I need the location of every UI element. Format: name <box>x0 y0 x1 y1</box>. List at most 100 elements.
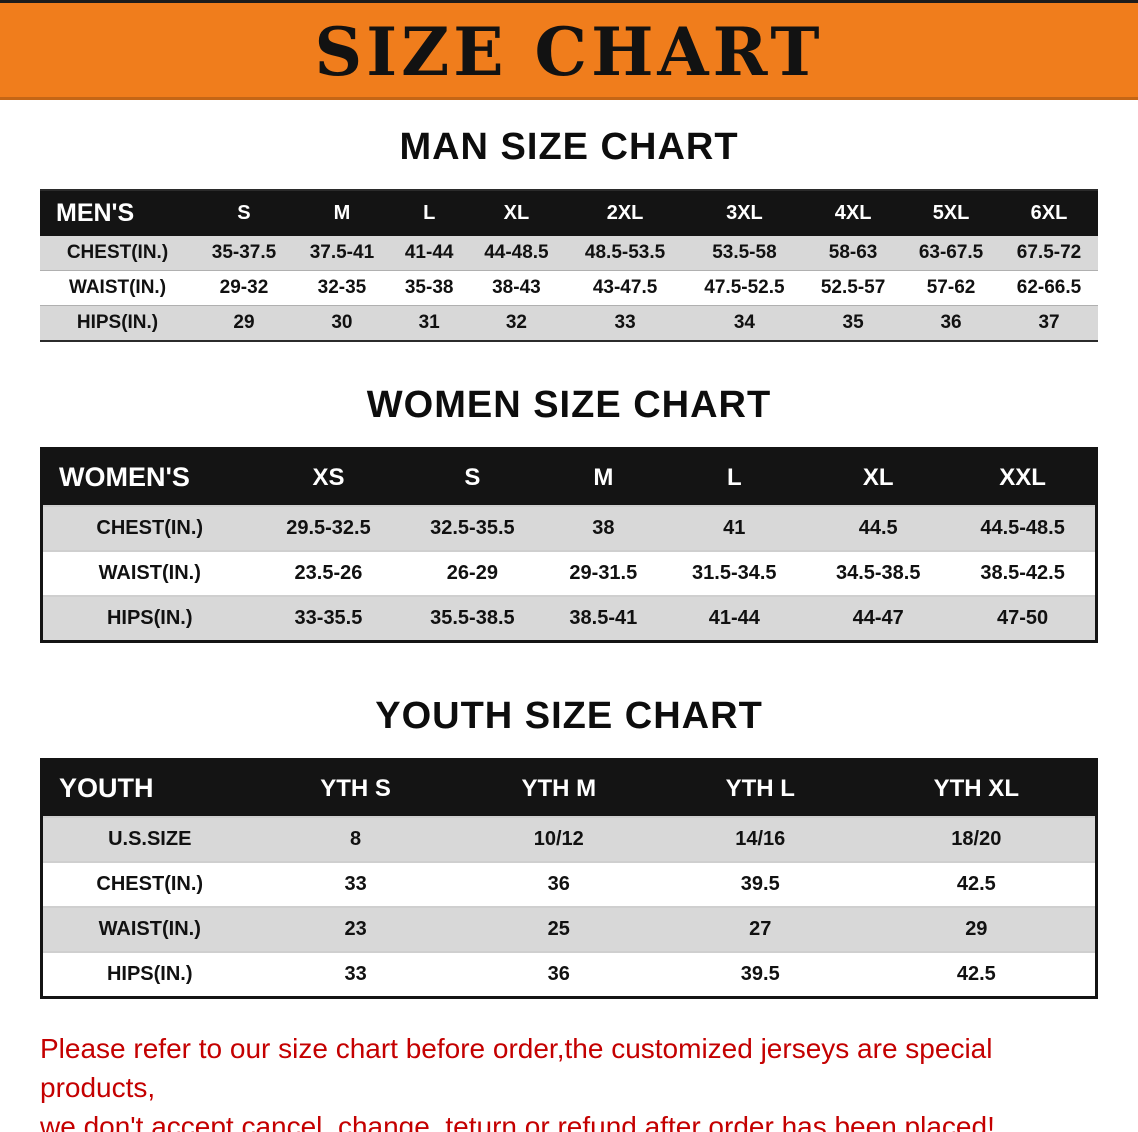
section-heading: YOUTH SIZE CHART <box>375 695 763 737</box>
table-cell: 18/20 <box>857 816 1097 862</box>
table-row: CHEST(IN.) 29.5-32.5 32.5-35.5 38 41 44.5 44.5… <box>41 505 1097 551</box>
row-label: WAIST(IN.) <box>40 270 195 306</box>
column-header: XXL <box>950 448 1097 506</box>
table-row: U.S.SIZE 8 10/12 14/16 18/20 <box>41 816 1097 862</box>
table-cell: 58-63 <box>804 236 903 271</box>
table-cell: 47.5-52.5 <box>684 270 805 306</box>
table-cell: 44-47 <box>806 595 951 642</box>
table-cell: 42.5 <box>857 951 1097 998</box>
table-cell: 44.5-48.5 <box>950 505 1097 551</box>
table-cell: 33-35.5 <box>256 595 401 642</box>
column-header: M <box>544 448 663 506</box>
column-header: 6XL <box>1000 190 1098 236</box>
table-cell: 67.5-72 <box>1000 236 1098 271</box>
disclaimer-line-2: we don't accept cancel, change, teturn o… <box>40 1111 995 1132</box>
table-cell: 48.5-53.5 <box>565 236 685 271</box>
table-cell: 37.5-41 <box>292 236 391 271</box>
table-header-row: WOMEN'S XS S M L XL XXL <box>41 448 1097 506</box>
row-label: CHEST(IN.) <box>41 505 257 551</box>
corner-label: YOUTH <box>41 759 257 817</box>
column-header: 2XL <box>565 190 685 236</box>
corner-label: WOMEN'S <box>41 448 257 506</box>
row-label: CHEST(IN.) <box>40 236 195 271</box>
table-cell: 36 <box>902 305 1001 342</box>
table-cell: 25 <box>454 906 663 952</box>
size-table: WOMEN'S XS S M L XL XXL CHEST(IN.) 29.5-32.5 32.5… <box>40 447 1098 643</box>
table-cell: 42.5 <box>857 861 1097 907</box>
table-cell: 32 <box>467 305 566 342</box>
table-cell: 41-44 <box>390 236 468 271</box>
table-cell: 8 <box>256 816 455 862</box>
size-table: YOUTH YTH S YTH M YTH L YTH XL U.S.SIZE 8 10/12… <box>40 758 1098 999</box>
table-cell: 31 <box>390 305 468 342</box>
table-cell: 38-43 <box>467 270 566 306</box>
table-cell: 31.5-34.5 <box>662 550 807 596</box>
table-cell: 34.5-38.5 <box>806 550 951 596</box>
table-cell: 23 <box>256 906 455 952</box>
table-cell: 27 <box>662 906 858 952</box>
table-cell: 35 <box>804 305 903 342</box>
table-cell: 29 <box>857 906 1097 952</box>
table-cell: 41 <box>662 505 807 551</box>
table-cell: 53.5-58 <box>684 236 805 271</box>
column-header: L <box>390 190 468 236</box>
content: MAN SIZE CHART MEN'S S M L XL 2XL 3XL 4XL 5XL 6XL C… <box>0 126 1138 1132</box>
row-label: HIPS(IN.) <box>41 951 257 998</box>
table-cell: 26-29 <box>400 550 545 596</box>
table-header-row: YOUTH YTH S YTH M YTH L YTH XL <box>41 759 1097 817</box>
table-cell: 35.5-38.5 <box>400 595 545 642</box>
table-cell: 29.5-32.5 <box>256 505 401 551</box>
table-row: CHEST(IN.) 35-37.5 37.5-41 41-44 44-48.5 48.5… <box>40 236 1098 271</box>
column-header: S <box>400 448 545 506</box>
column-header: 3XL <box>684 190 805 236</box>
table-cell: 33 <box>256 951 455 998</box>
row-label: CHEST(IN.) <box>41 861 257 907</box>
row-label: WAIST(IN.) <box>41 906 257 952</box>
banner-title: SIZE CHART <box>314 12 824 91</box>
table-cell: 36 <box>454 861 663 907</box>
table-cell: 36 <box>454 951 663 998</box>
table-row: WAIST(IN.) 29-32 32-35 35-38 38-43 43-47.5 47.… <box>40 270 1098 306</box>
table-cell: 43-47.5 <box>565 270 685 306</box>
table-cell: 41-44 <box>662 595 807 642</box>
column-header: XL <box>467 190 566 236</box>
column-header: XL <box>806 448 951 506</box>
table-cell: 38.5-42.5 <box>950 550 1097 596</box>
column-header: XS <box>256 448 401 506</box>
column-header: YTH L <box>662 759 858 817</box>
banner: SIZE CHART <box>0 0 1138 100</box>
column-header: 5XL <box>902 190 1001 236</box>
table-cell: 38.5-41 <box>544 595 663 642</box>
column-header: S <box>195 190 293 236</box>
section-heading: MAN SIZE CHART <box>399 126 739 168</box>
table-header-row: MEN'S S M L XL 2XL 3XL 4XL 5XL 6XL <box>40 190 1098 236</box>
table-cell: 14/16 <box>662 816 858 862</box>
size-section: YOUTH SIZE CHART YOUTH YTH S YTH M YTH L YTH … <box>40 695 1098 999</box>
row-label: HIPS(IN.) <box>40 305 195 342</box>
table-cell: 35-37.5 <box>195 236 293 271</box>
size-section: WOMEN SIZE CHART WOMEN'S XS S M L XL XXL CHEST(I… <box>40 384 1098 643</box>
table-cell: 10/12 <box>454 816 663 862</box>
table-cell: 29 <box>195 305 293 342</box>
table-cell: 39.5 <box>662 951 858 998</box>
column-header: L <box>662 448 807 506</box>
table-cell: 63-67.5 <box>902 236 1001 271</box>
row-label: U.S.SIZE <box>41 816 257 862</box>
table-row: WAIST(IN.) 23.5-26 26-29 29-31.5 31.5-34.5 34… <box>41 550 1097 596</box>
size-chart-sections: MAN SIZE CHART MEN'S S M L XL 2XL 3XL 4XL 5XL 6XL C… <box>40 126 1098 999</box>
table-row: HIPS(IN.) 33-35.5 35.5-38.5 38.5-41 41-44 44-… <box>41 595 1097 642</box>
row-label: HIPS(IN.) <box>41 595 257 642</box>
table-cell: 23.5-26 <box>256 550 401 596</box>
table-cell: 39.5 <box>662 861 858 907</box>
table-cell: 37 <box>1000 305 1098 342</box>
table-cell: 30 <box>292 305 391 342</box>
table-cell: 44-48.5 <box>467 236 566 271</box>
column-header: 4XL <box>804 190 903 236</box>
table-cell: 33 <box>256 861 455 907</box>
table-cell: 62-66.5 <box>1000 270 1098 306</box>
table-cell: 32.5-35.5 <box>400 505 545 551</box>
table-cell: 32-35 <box>292 270 391 306</box>
table-cell: 57-62 <box>902 270 1001 306</box>
size-table: MEN'S S M L XL 2XL 3XL 4XL 5XL 6XL CHEST(IN.) 35-37… <box>40 189 1098 342</box>
